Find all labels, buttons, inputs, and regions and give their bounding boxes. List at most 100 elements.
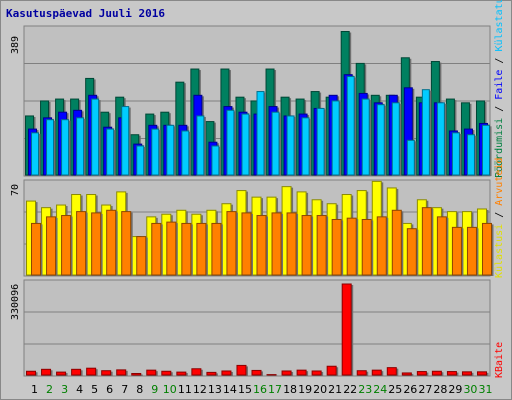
legend-top-part-2: Faile <box>494 69 505 100</box>
bar-k-lastatud-lehti-day-1 <box>31 132 40 176</box>
x-tick-label-day-9: 9 <box>151 383 158 396</box>
bar-kbaite-day-14 <box>221 370 232 376</box>
bar-kbaite-day-28 <box>431 370 442 376</box>
bar-kbaite-day-6 <box>101 370 112 376</box>
bar-arvuteid-day-28 <box>436 216 447 276</box>
x-tick-label-day-2: 2 <box>46 383 53 396</box>
bar-k-lastatud-lehti-day-10 <box>166 124 175 176</box>
bar-kbaite-day-12 <box>191 368 202 376</box>
bar-k-lastatud-lehti-day-27 <box>421 89 430 176</box>
bar-arvuteid-day-30 <box>466 226 477 276</box>
chart-title: Kasutuspäevad Juuli 2016 <box>6 7 165 20</box>
bar-k-lastatud-lehti-day-6 <box>106 128 115 176</box>
bar-kbaite-day-2 <box>41 368 52 376</box>
bar-k-lastatud-lehti-day-14 <box>226 109 235 176</box>
x-tick-label-day-27: 27 <box>418 383 432 396</box>
y-max-label-hits: 389 <box>10 35 21 54</box>
bar-kbaite-day-23 <box>356 370 367 376</box>
bar-arvuteid-day-1 <box>31 222 42 276</box>
x-tick-label-day-1: 1 <box>31 383 38 396</box>
bar-k-lastatud-lehti-day-9 <box>151 128 160 176</box>
x-tick-label-day-8: 8 <box>136 383 143 396</box>
bar-kbaite-day-1 <box>26 370 37 376</box>
bar-kbaite-day-20 <box>311 370 322 376</box>
bar-kbaite-day-5 <box>86 367 97 376</box>
bar-kbaite-day-25 <box>386 367 397 376</box>
x-tick-label-day-29: 29 <box>448 383 462 396</box>
bar-k-lastatud-lehti-day-17 <box>271 111 280 176</box>
bar-arvuteid-day-31 <box>481 222 492 276</box>
x-tick-label-day-30: 30 <box>463 383 477 396</box>
bar-arvuteid-day-18 <box>286 212 297 276</box>
bar-k-lastatud-lehti-day-2 <box>46 119 55 176</box>
bar-kbaite-day-29 <box>446 371 457 376</box>
bar-arvuteid-day-29 <box>451 226 462 276</box>
bar-kbaite-day-18 <box>281 370 292 376</box>
x-tick-label-day-18: 18 <box>283 383 297 396</box>
x-tick-label-day-15: 15 <box>238 383 252 396</box>
bar-k-lastatud-lehti-day-8 <box>136 145 145 176</box>
bar-k-lastatud-lehti-day-13 <box>211 145 220 176</box>
legend-top-part-1: / <box>494 99 505 118</box>
bar-arvuteid-day-6 <box>106 209 117 276</box>
bar-arvuteid-day-13 <box>211 222 222 276</box>
x-tick-label-day-13: 13 <box>208 383 222 396</box>
bar-kbaite-day-16 <box>251 369 262 376</box>
bar-kbaite-day-21 <box>326 365 337 376</box>
bar-arvuteid-day-7 <box>121 211 132 276</box>
bar-kbaite-day-4 <box>71 368 82 376</box>
bar-arvuteid-day-16 <box>256 215 267 276</box>
x-tick-label-day-10: 10 <box>163 383 177 396</box>
bar-k-lastatud-lehti-day-23 <box>361 98 370 176</box>
bar-kbaite-day-7 <box>116 369 127 376</box>
bar-arvuteid-day-20 <box>316 215 327 276</box>
bar-arvuteid-day-4 <box>76 211 87 276</box>
bar-k-lastatud-lehti-day-21 <box>331 100 340 176</box>
x-tick-label-day-28: 28 <box>433 383 447 396</box>
bar-arvuteid-day-23 <box>361 218 372 276</box>
bar-k-lastatud-lehti-day-7 <box>121 106 130 176</box>
bar-k-lastatud-lehti-day-20 <box>316 107 325 176</box>
bar-kbaite-day-27 <box>416 371 427 376</box>
bar-arvuteid-day-10 <box>166 221 177 276</box>
x-tick-label-day-19: 19 <box>298 383 312 396</box>
bar-arvuteid-day-17 <box>271 212 282 276</box>
bar-k-lastatud-lehti-day-12 <box>196 115 205 176</box>
legend-bottom-part-0: KBaite <box>494 341 505 378</box>
bar-k-lastatud-lehti-day-26 <box>406 139 415 176</box>
x-tick-label-day-5: 5 <box>91 383 98 396</box>
x-tick-label-day-20: 20 <box>313 383 327 396</box>
bar-kbaite-day-10 <box>161 370 172 376</box>
legend-top-part-3: / <box>494 51 505 70</box>
x-tick-label-day-31: 31 <box>478 383 492 396</box>
bar-kbaite-day-24 <box>371 369 382 376</box>
bar-k-lastatud-lehti-day-30 <box>466 134 475 176</box>
legend-top-panel: Pöördumisi / Faile / Külastatud lehti <box>494 0 505 178</box>
bar-k-lastatud-lehti-day-28 <box>436 102 445 176</box>
bar-kbaite-day-8 <box>131 372 142 376</box>
bar-k-lastatud-lehti-day-25 <box>391 102 400 176</box>
bar-arvuteid-day-19 <box>301 215 312 276</box>
bar-k-lastatud-lehti-day-15 <box>241 113 250 176</box>
bar-kbaite-day-9 <box>146 369 157 376</box>
x-tick-label-day-23: 23 <box>358 383 372 396</box>
y-max-label-kbytes: 330096 <box>10 283 21 320</box>
x-tick-label-day-17: 17 <box>268 383 282 396</box>
legend-middle-part-2: Arvuteid <box>494 157 505 206</box>
x-tick-label-day-4: 4 <box>76 383 83 396</box>
bar-k-lastatud-lehti-day-4 <box>76 117 85 176</box>
bar-k-lastatud-lehti-day-29 <box>451 132 460 176</box>
x-tick-label-day-16: 16 <box>253 383 267 396</box>
legend-top-part-4: Külastatud lehti <box>494 0 505 52</box>
legend-middle-part-0: Külastusi <box>494 223 505 278</box>
bar-k-lastatud-lehti-day-18 <box>286 115 295 176</box>
x-tick-label-day-22: 22 <box>343 383 357 396</box>
panel-2-plot-area <box>23 279 491 377</box>
x-tick-label-day-12: 12 <box>193 383 207 396</box>
bar-k-lastatud-lehti-day-31 <box>481 124 490 176</box>
bar-kbaite-day-26 <box>401 372 412 376</box>
bar-arvuteid-day-3 <box>61 215 72 276</box>
bar-arvuteid-day-2 <box>46 216 57 276</box>
bar-kbaite-day-13 <box>206 371 217 376</box>
